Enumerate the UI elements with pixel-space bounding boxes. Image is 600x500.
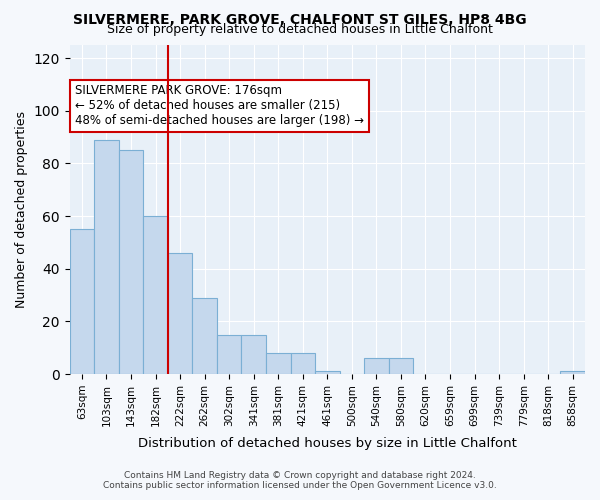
Y-axis label: Number of detached properties: Number of detached properties [15, 111, 28, 308]
Bar [217, 334, 241, 374]
Bar [70, 230, 94, 374]
Bar [143, 216, 168, 374]
Bar [241, 334, 266, 374]
Bar [266, 353, 290, 374]
Bar [290, 353, 315, 374]
Text: SILVERMERE, PARK GROVE, CHALFONT ST GILES, HP8 4BG: SILVERMERE, PARK GROVE, CHALFONT ST GILE… [73, 12, 527, 26]
Bar [315, 372, 340, 374]
Bar [119, 150, 143, 374]
Bar [168, 253, 193, 374]
Bar [94, 140, 119, 374]
Bar [193, 298, 217, 374]
Text: Size of property relative to detached houses in Little Chalfont: Size of property relative to detached ho… [107, 22, 493, 36]
Bar [560, 372, 585, 374]
Bar [389, 358, 413, 374]
Text: SILVERMERE PARK GROVE: 176sqm
← 52% of detached houses are smaller (215)
48% of : SILVERMERE PARK GROVE: 176sqm ← 52% of d… [75, 84, 364, 128]
Bar [364, 358, 389, 374]
Text: Contains HM Land Registry data © Crown copyright and database right 2024.
Contai: Contains HM Land Registry data © Crown c… [103, 470, 497, 490]
X-axis label: Distribution of detached houses by size in Little Chalfont: Distribution of detached houses by size … [138, 437, 517, 450]
